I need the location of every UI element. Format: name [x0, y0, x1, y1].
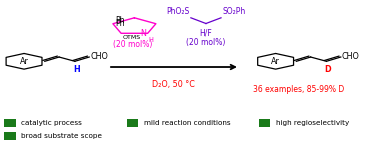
Text: mild reaction conditions: mild reaction conditions: [144, 120, 231, 126]
FancyBboxPatch shape: [127, 119, 138, 127]
FancyBboxPatch shape: [5, 132, 16, 140]
Text: D₂O, 50 °C: D₂O, 50 °C: [152, 80, 195, 89]
Text: broad substrate scope: broad substrate scope: [22, 133, 102, 139]
Text: H/F: H/F: [200, 29, 212, 37]
Text: catalytic process: catalytic process: [22, 120, 82, 126]
Text: Ph: Ph: [115, 16, 124, 25]
Text: H: H: [148, 37, 153, 43]
FancyBboxPatch shape: [5, 119, 16, 127]
Text: N: N: [140, 29, 146, 38]
Text: 36 examples, 85-99% D: 36 examples, 85-99% D: [253, 85, 344, 94]
Text: (20 mol%): (20 mol%): [186, 38, 226, 47]
Text: Ar: Ar: [20, 57, 28, 66]
Text: PhO₂S: PhO₂S: [166, 7, 190, 16]
Text: Ph: Ph: [115, 19, 124, 28]
Text: (20 mol%): (20 mol%): [113, 40, 152, 49]
Text: CHO: CHO: [90, 52, 108, 61]
Text: Ar: Ar: [271, 57, 280, 66]
Text: high regioselectivity: high regioselectivity: [276, 120, 349, 126]
Text: CHO: CHO: [342, 52, 360, 61]
FancyBboxPatch shape: [259, 119, 270, 127]
Text: OTMS: OTMS: [123, 35, 141, 40]
Text: D: D: [325, 65, 331, 74]
Text: SO₂Ph: SO₂Ph: [222, 7, 245, 16]
Text: H: H: [73, 65, 80, 74]
